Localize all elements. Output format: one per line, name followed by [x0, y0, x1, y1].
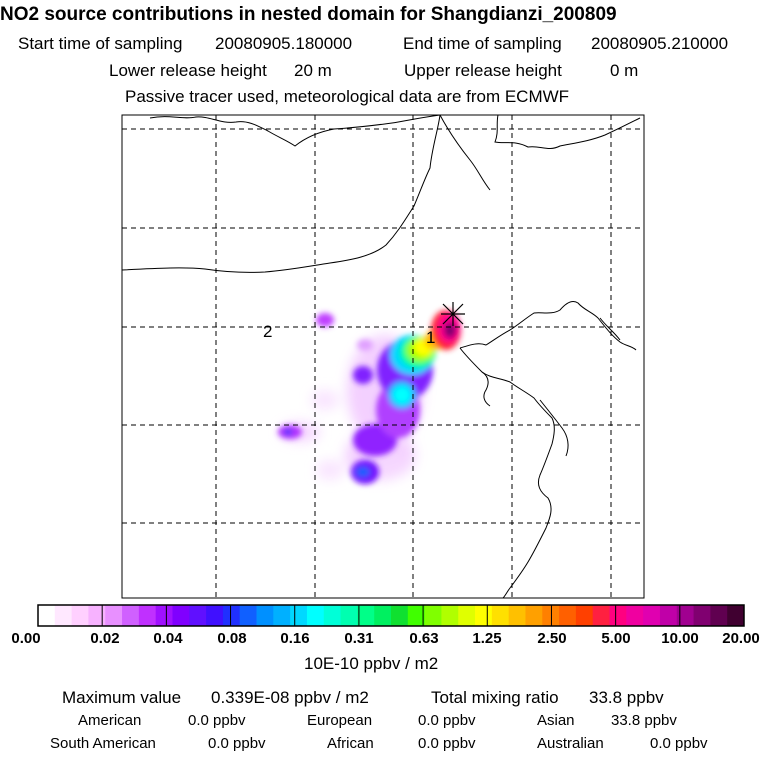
tracer-note: Passive tracer used, meteorological data…	[125, 87, 570, 106]
colorbar-tick: 20.00	[722, 630, 760, 647]
colorbar-tick: 0.16	[280, 630, 310, 647]
colorbar-swatch	[273, 605, 291, 626]
colorbar-swatch	[54, 605, 73, 626]
colorbar-swatch	[122, 605, 140, 626]
max-value: 0.339E-08 ppbv / m2	[211, 688, 369, 707]
colorbar-swatch	[475, 605, 493, 626]
region-value: 0.0 ppbv	[188, 712, 246, 729]
colorbar-swatch	[626, 605, 644, 626]
map-frame	[121, 114, 645, 599]
colorbar-tick: 0.08	[217, 630, 247, 647]
end-time-label: End time of sampling	[403, 34, 562, 53]
colorbar-tick: 2.50	[537, 630, 567, 647]
max-value-label: Maximum value	[62, 688, 182, 707]
colorbar-swatch	[306, 605, 325, 626]
colorbar-tick: 0.04	[153, 630, 183, 647]
region-name: South American	[50, 735, 156, 752]
colorbar-swatch	[374, 605, 392, 626]
colorbar-swatch	[525, 605, 543, 626]
colorbar-unit: 10E-10 ppbv / m2	[304, 654, 439, 673]
start-time-value: 20080905.180000	[215, 34, 353, 53]
region-value: 0.0 ppbv	[650, 735, 708, 752]
colorbar-swatch	[105, 605, 123, 626]
colorbar-swatch	[138, 605, 157, 626]
lower-release-value: 20 m	[294, 61, 332, 80]
upper-release-label: Upper release height	[404, 61, 562, 80]
colorbar-swatch	[441, 605, 459, 626]
colorbar-swatch	[256, 605, 274, 626]
region-name: European	[307, 712, 373, 729]
colorbar-swatch	[206, 605, 224, 626]
region-value: 0.0 ppbv	[418, 712, 476, 729]
colorbar-tick: 0.31	[344, 630, 374, 647]
colorbar-swatch	[458, 605, 476, 626]
colorbar-swatch	[38, 605, 56, 626]
colorbar-swatch	[357, 605, 375, 626]
colorbar-swatch	[189, 605, 207, 626]
end-time-value: 20080905.210000	[591, 34, 729, 53]
lat-lon-grid	[122, 115, 644, 598]
colorbar-swatch	[659, 605, 678, 626]
colorbar-swatch	[71, 605, 89, 626]
total-mixing-label: Total mixing ratio	[431, 688, 559, 707]
region-name: African	[327, 735, 374, 752]
colorbar-swatch	[559, 605, 577, 626]
colorbar-swatch	[290, 605, 308, 626]
map-label-1: 1	[426, 328, 435, 347]
colorbar-swatch	[676, 605, 694, 626]
colorbar-tick: 1.25	[472, 630, 502, 647]
colorbar-swatch	[710, 605, 728, 626]
colorbar-swatch	[172, 605, 190, 626]
plot-title: NO2 source contributions in nested domai…	[0, 4, 617, 25]
colorbar-swatch	[155, 605, 173, 626]
colorbar-swatch	[491, 605, 510, 626]
colorbar-swatch	[424, 605, 442, 626]
colorbar-tick: 5.00	[601, 630, 631, 647]
colorbar-tick: 0.63	[409, 630, 439, 647]
lower-release-label: Lower release height	[109, 61, 267, 80]
colorbar-swatch	[222, 605, 241, 626]
colorbar-swatch	[239, 605, 257, 626]
region-value: 0.0 ppbv	[418, 735, 476, 752]
colorbar-swatch	[340, 605, 358, 626]
coastline-borders	[122, 115, 641, 598]
region-value: 33.8 ppbv	[611, 712, 677, 729]
colorbar-frame	[37, 604, 745, 627]
colorbar-tick: 0.00	[11, 630, 41, 647]
colorbar-tick: 0.02	[90, 630, 120, 647]
map-label-2: 2	[263, 322, 272, 341]
region-name: Asian	[537, 712, 575, 729]
colorbar-tick: 10.00	[661, 630, 699, 647]
total-mixing-value: 33.8 ppbv	[589, 688, 664, 707]
region-value: 0.0 ppbv	[208, 735, 266, 752]
colorbar-swatch	[727, 605, 745, 626]
colorbar	[37, 604, 745, 627]
region-name: American	[78, 712, 142, 729]
upper-release-value: 0 m	[610, 61, 639, 80]
asterisk-icon	[441, 302, 465, 326]
colorbar-swatch	[592, 605, 610, 626]
colorbar-swatch	[323, 605, 341, 626]
colorbar-swatch	[643, 605, 661, 626]
colorbar-swatch	[693, 605, 711, 626]
colorbar-swatch	[575, 605, 594, 626]
region-name: Australian	[537, 735, 604, 752]
colorbar-swatch	[542, 605, 560, 626]
colorbar-swatch	[88, 605, 106, 626]
colorbar-swatch	[609, 605, 627, 626]
colorbar-swatch	[407, 605, 426, 626]
colorbar-swatch	[508, 605, 526, 626]
colorbar-swatch	[391, 605, 409, 626]
start-time-label: Start time of sampling	[18, 34, 183, 53]
